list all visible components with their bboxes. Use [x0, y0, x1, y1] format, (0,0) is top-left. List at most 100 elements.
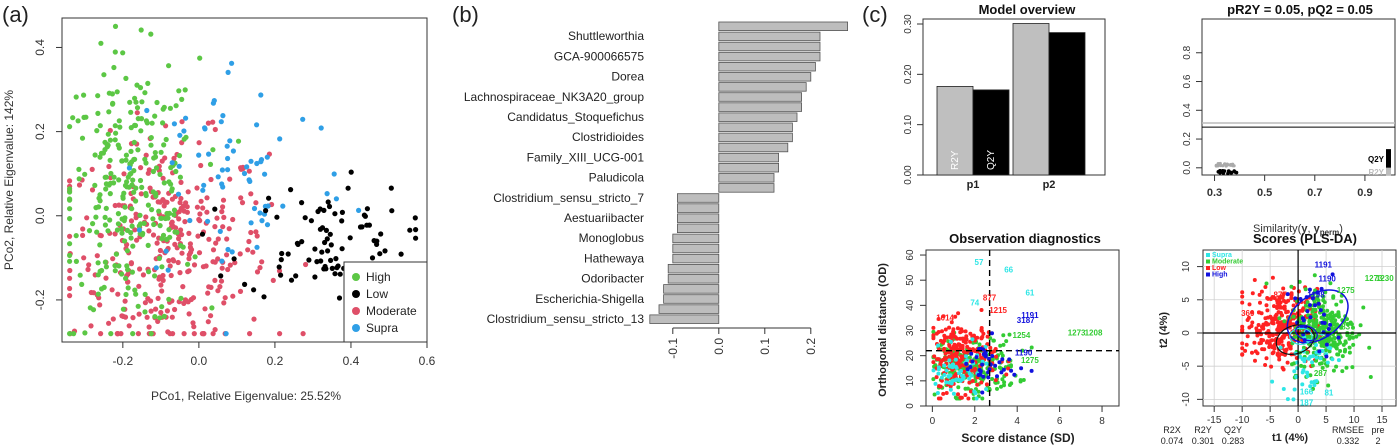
- diagnostics-point: [1002, 380, 1007, 385]
- summary-header: R2X: [1163, 425, 1181, 435]
- diagnostics-point: [943, 351, 948, 356]
- diagnostics-point: [951, 391, 956, 396]
- q2y-perm-point: [1227, 169, 1231, 174]
- scores-point: [1317, 305, 1322, 310]
- scores-point: [1309, 380, 1314, 385]
- pcoa-point-high: [120, 306, 126, 312]
- pcoa-point-high: [112, 123, 118, 129]
- pcoa-point-high: [94, 229, 100, 235]
- scores-point: [1308, 315, 1313, 320]
- model-overview-axes: 0.00 0.10 0.20 0.30: [903, 14, 923, 185]
- perm-x-tick-label: 0.7: [1307, 187, 1322, 199]
- diagnostics-point: [978, 372, 983, 377]
- pcoa-point-supra: [248, 158, 254, 164]
- diagnostics-point: [959, 354, 964, 359]
- pcoa-point-high: [109, 91, 115, 97]
- scores-point: [1314, 314, 1319, 319]
- scores-point: [1325, 360, 1330, 365]
- pcoa-point-high: [168, 181, 174, 187]
- diagnostics-point: [975, 335, 980, 340]
- taxa-x-tick-label: 0.1: [758, 338, 772, 355]
- diagnostics-point: [957, 359, 962, 364]
- pcoa-point-high: [179, 96, 185, 102]
- pcoa-point-moderate: [89, 166, 95, 172]
- pcoa-point-low: [364, 206, 370, 212]
- perm-y-tick-label: 0.2: [1182, 132, 1193, 146]
- pcoa-point-supra: [175, 191, 182, 197]
- pcoa-point-high: [151, 155, 157, 161]
- pcoa-point-moderate: [212, 277, 218, 283]
- pcoa-point-high: [116, 118, 122, 124]
- pcoa-point-moderate: [257, 265, 263, 271]
- diagnostics-point: [951, 344, 956, 349]
- pcoa-point-moderate: [225, 266, 231, 273]
- pcoa-point-low: [323, 227, 329, 233]
- pcoa-point-supra: [356, 207, 362, 213]
- pcoa-point-high: [158, 149, 164, 155]
- scores-point: [1245, 318, 1250, 322]
- scores-point: [1338, 349, 1343, 353]
- pcoa-point-high: [67, 241, 73, 247]
- scores-point: [1259, 341, 1263, 345]
- taxa-bar: [718, 152, 779, 163]
- diagnostics-point: [941, 340, 946, 345]
- pcoa-point-supra: [219, 167, 225, 173]
- pcoa-point-supra: [224, 143, 230, 149]
- pcoa-point-low: [299, 200, 305, 206]
- pcoa-point-moderate: [222, 295, 228, 301]
- scores-point: [1260, 325, 1264, 329]
- diagnostics-point: [1009, 368, 1014, 373]
- pcoa-point-moderate: [67, 233, 73, 239]
- diagnostics-point: [990, 377, 995, 381]
- scores-point: [1308, 354, 1313, 359]
- pcoa-point-moderate: [179, 119, 185, 125]
- taxa-bar: [667, 274, 720, 284]
- r2y-legend-label: R2Y: [1368, 168, 1384, 177]
- model-y-tick-label: 0.30: [903, 14, 914, 34]
- pcoa-scatter: -0.2 0.0 0.2 0.4 0.6 -0.2 0.0 0.2 0.4 PCo1, Rel…: [2, 17, 436, 403]
- scores-point: [1264, 356, 1269, 361]
- diagnostics-point: [960, 329, 964, 334]
- legend-marker-high: [352, 273, 360, 281]
- diagnostics-point: [986, 375, 991, 380]
- permutation-title: pR2Y = 0.05, pQ2 = 0.05: [1227, 2, 1373, 17]
- pcoa-point-supra: [225, 155, 231, 162]
- diagnostics-point-label: 1191: [1021, 311, 1039, 320]
- scores-x-tick-label: 0: [1295, 415, 1301, 426]
- pcoa-point-high: [133, 291, 139, 297]
- diagnostics-point: [931, 336, 936, 341]
- perm-y-tick-label: 0.0: [1182, 160, 1193, 174]
- pcoa-point-moderate: [186, 268, 192, 274]
- diagnostics-point: [963, 386, 968, 391]
- pcoa-point-moderate: [198, 198, 204, 204]
- taxa-bar: [718, 51, 821, 62]
- diagnostics-point: [956, 342, 961, 347]
- pcoa-point-high: [111, 174, 117, 180]
- diagnostics-point-label: 1190: [1015, 349, 1033, 358]
- pcoa-point-moderate: [253, 229, 259, 235]
- pcoa-point-moderate: [190, 295, 197, 301]
- pcoa-point-supra: [202, 125, 208, 131]
- pcoa-point-high: [142, 309, 148, 315]
- scores-point: [1313, 379, 1317, 384]
- pcoa-point-moderate: [121, 171, 127, 177]
- scores-point: [1253, 349, 1258, 354]
- pcoa-point-low: [231, 256, 237, 262]
- pcoa-point-high: [112, 137, 118, 143]
- pcoa-point-low: [323, 266, 329, 272]
- pcoa-point-moderate: [204, 209, 210, 215]
- pcoa-x-tick-label: 0.6: [419, 354, 436, 368]
- pcoa-point-high: [176, 88, 182, 94]
- scores-legend-label: High: [1212, 272, 1228, 279]
- scores-point: [1319, 361, 1324, 366]
- pcoa-point-high: [119, 158, 125, 164]
- pcoa-point-high: [197, 55, 203, 61]
- diagnostics-point: [963, 340, 968, 345]
- pcoa-point-moderate: [128, 260, 134, 266]
- pcoa-point-supra: [262, 203, 268, 209]
- diagnostics-plot: 57 66 61 877 74 1215 1191 1014 3187 1273 1208 1254 1…: [926, 250, 1119, 406]
- diagnostics-point: [958, 336, 963, 341]
- scores-point: [1320, 320, 1325, 325]
- scores-point: [1267, 334, 1272, 339]
- pcoa-point-moderate: [154, 240, 160, 246]
